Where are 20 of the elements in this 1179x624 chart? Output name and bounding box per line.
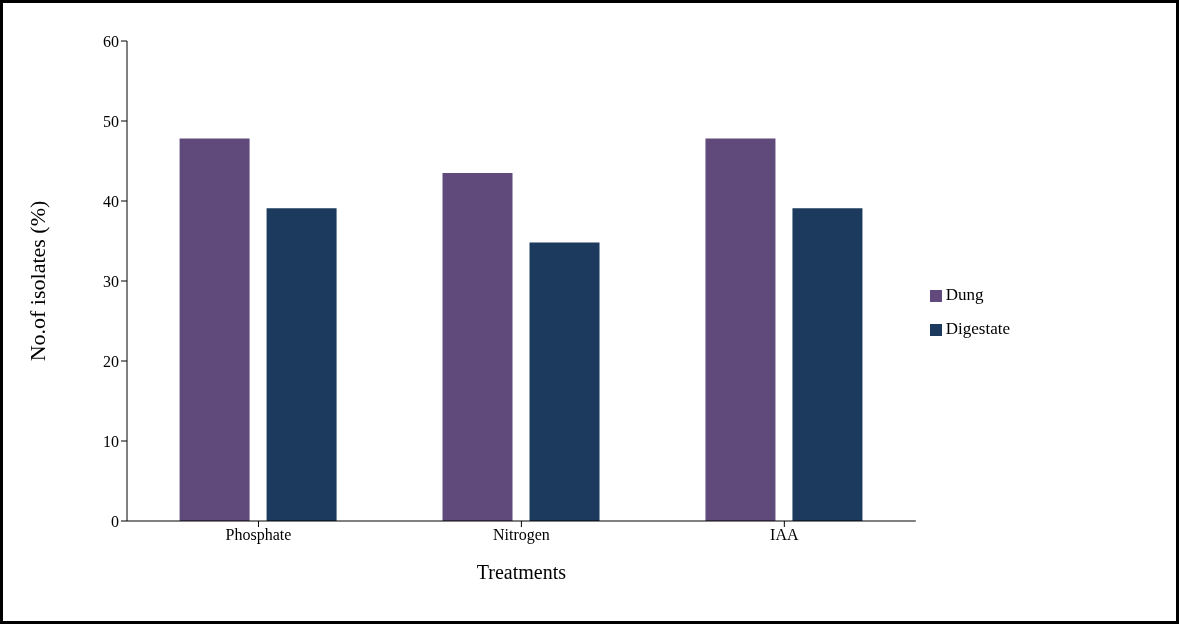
legend-label: Digestate	[945, 319, 1010, 338]
bar	[179, 138, 250, 521]
y-axis-title: No.of isolates (%)	[24, 200, 50, 362]
y-tick-label: 20	[103, 352, 119, 370]
y-tick-label: 0	[111, 512, 119, 530]
bar	[266, 208, 337, 521]
y-tick-label: 40	[103, 192, 119, 210]
x-tick-label: Nitrogen	[492, 526, 550, 545]
bar	[792, 208, 863, 521]
y-tick-label: 10	[103, 432, 119, 450]
bar	[529, 242, 600, 521]
y-tick-label: 60	[103, 32, 119, 50]
y-tick-label: 50	[103, 112, 119, 130]
x-tick-label: Phosphate	[225, 526, 292, 545]
x-tick-label: IAA	[770, 526, 799, 544]
y-tick-label: 30	[103, 272, 119, 290]
legend-label: Dung	[945, 285, 984, 304]
bar	[442, 173, 513, 521]
bar	[705, 138, 776, 521]
x-axis-title: Treatments	[476, 561, 567, 583]
